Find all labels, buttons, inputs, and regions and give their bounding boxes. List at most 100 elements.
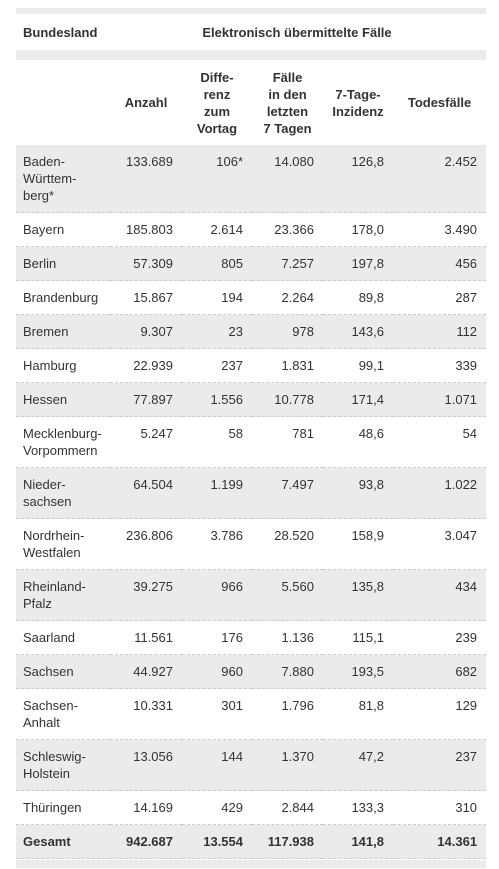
cell: 237 (182, 348, 252, 383)
row-label: Baden- Württem- berg* (16, 145, 110, 213)
cell: 194 (182, 280, 252, 315)
cell: 176 (182, 620, 252, 655)
cell: 23 (182, 314, 252, 349)
cell: 47,2 (323, 739, 393, 791)
cell: 456 (393, 246, 487, 281)
cell: 2.844 (252, 790, 323, 825)
cell: 682 (393, 654, 487, 689)
table: Bundesland Elektronisch übermittelte Fäl… (16, 14, 487, 859)
cell: 236.806 (110, 518, 182, 570)
bottom-bar (16, 860, 486, 868)
table-row: Brandenburg 15.867 194 2.264 89,8 287 (16, 280, 487, 315)
cell: 1.071 (393, 382, 487, 417)
cell: 960 (182, 654, 252, 689)
cell: 239 (393, 620, 487, 655)
cell: 129 (393, 688, 487, 740)
cell: 5.247 (110, 416, 182, 468)
cell: 64.504 (110, 467, 182, 519)
cell: 1.136 (252, 620, 323, 655)
cell: 54 (393, 416, 487, 468)
row-label: Saarland (16, 620, 110, 655)
row-label: Mecklenburg- Vorpommern (16, 416, 110, 468)
cell: 135,8 (323, 569, 393, 621)
cell: 10.331 (110, 688, 182, 740)
cell: 13.554 (182, 824, 252, 859)
cell: 942.687 (110, 824, 182, 859)
cell: 77.897 (110, 382, 182, 417)
cell: 48,6 (323, 416, 393, 468)
row-label: Hamburg (16, 348, 110, 383)
cell: 5.560 (252, 569, 323, 621)
cell: 1.022 (393, 467, 487, 519)
cell: 1.370 (252, 739, 323, 791)
table-row: Hessen 77.897 1.556 10.778 171,4 1.071 (16, 382, 487, 417)
column-header: Anzahl (124, 95, 168, 110)
column-header: Fälle in den letzten 7 Tagen (263, 69, 312, 136)
top-bar (16, 8, 486, 14)
cell: 44.927 (110, 654, 182, 689)
row-label: Rheinland- Pfalz (16, 569, 110, 621)
cell: 429 (182, 790, 252, 825)
table-row: Thüringen 14.169 429 2.844 133,3 310 (16, 790, 487, 825)
cell: 1.199 (182, 467, 252, 519)
cell: 141,8 (323, 824, 393, 859)
row-label: Nordrhein- Westfalen (16, 518, 110, 570)
cell: 7.880 (252, 654, 323, 689)
header-cell: Bundesland (23, 25, 98, 40)
cell: 28.520 (252, 518, 323, 570)
cell: 58 (182, 416, 252, 468)
cell: 117.938 (252, 824, 323, 859)
table-row: Berlin 57.309 805 7.257 197,8 456 (16, 246, 487, 281)
row-label: Bremen (16, 314, 110, 349)
cell: 7.257 (252, 246, 323, 281)
cell: 115,1 (323, 620, 393, 655)
cell: 81,8 (323, 688, 393, 740)
cell: 39.275 (110, 569, 182, 621)
row-label: Sachsen- Anhalt (16, 688, 110, 740)
cell: 3.490 (393, 212, 487, 247)
cell: 185.803 (110, 212, 182, 247)
table-head: Bundesland Elektronisch übermittelte Fäl… (16, 14, 487, 145)
cell: 237 (393, 739, 487, 791)
cell: 2.614 (182, 212, 252, 247)
cell: 133,3 (323, 790, 393, 825)
cell: 1.796 (252, 688, 323, 740)
cell: 3.786 (182, 518, 252, 570)
table-row: Saarland 11.561 176 1.136 115,1 239 (16, 620, 487, 655)
row-label: Hessen (16, 382, 110, 417)
cell: 178,0 (323, 212, 393, 247)
column-header: 7-Tage- Inzidenz (332, 86, 384, 119)
table-row: Schleswig- Holstein 13.056 144 1.370 47,2 237 (16, 739, 487, 791)
table-row: Gesamt 942.687 13.554 117.938 141,8 14.361 (16, 824, 487, 859)
cell: 10.778 (252, 382, 323, 417)
cell: 133.689 (110, 145, 182, 213)
cell: 3.047 (393, 518, 487, 570)
cell: 126,8 (323, 145, 393, 213)
cell: 143,6 (323, 314, 393, 349)
row-label: Brandenburg (16, 280, 110, 315)
table-row: Sachsen- Anhalt 10.331 301 1.796 81,8 129 (16, 688, 487, 740)
cell: 14.169 (110, 790, 182, 825)
cell: 339 (393, 348, 487, 383)
table-row: Rheinland- Pfalz 39.275 966 5.560 135,8 434 (16, 569, 487, 621)
cell: 2.452 (393, 145, 487, 213)
table-row: Bayern 185.803 2.614 23.366 178,0 3.490 (16, 212, 487, 247)
cell: 11.561 (110, 620, 182, 655)
table-row: Hamburg 22.939 237 1.831 99,1 339 (16, 348, 487, 383)
cell: 193,5 (323, 654, 393, 689)
cell: 9.307 (110, 314, 182, 349)
header-cell: Elektronisch übermittelte Fälle (202, 25, 392, 40)
column-header (16, 60, 110, 145)
column-header: Todesfälle (407, 95, 472, 110)
cell: 15.867 (110, 280, 182, 315)
cell: 99,1 (323, 348, 393, 383)
cell: 434 (393, 569, 487, 621)
cell: 978 (252, 314, 323, 349)
header-band (16, 50, 487, 60)
cell: 781 (252, 416, 323, 468)
cell: 23.366 (252, 212, 323, 247)
cell: 89,8 (323, 280, 393, 315)
band (16, 50, 487, 60)
cell: 57.309 (110, 246, 182, 281)
